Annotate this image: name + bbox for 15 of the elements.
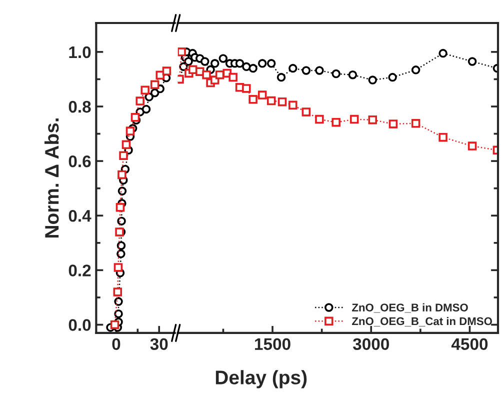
x-tick-label: 4500: [451, 338, 488, 350]
x-tick-label: 0: [112, 338, 120, 350]
x-tick-label: 3000: [352, 338, 389, 350]
y-tick-label: 0.6: [68, 155, 91, 168]
y-tick-label: 0.2: [68, 264, 91, 276]
y-tick-label: 0.0: [68, 319, 91, 331]
y-axis-title: Norm. Δ Abs.: [44, 118, 59, 238]
legend-label: ZnO_OEG_B_Cat in DMSO: [352, 316, 492, 326]
y-tick-label: 0.4: [68, 210, 92, 222]
legend-label: ZnO_OEG_B in DMSO: [352, 303, 468, 313]
x-tick-label: 30: [150, 338, 168, 350]
y-tick-label: 1.0: [69, 46, 91, 58]
x-tick-label: 1500: [255, 338, 290, 350]
x-axis-title: Delay (ps): [216, 370, 307, 388]
y-tick-label: 0.8: [68, 100, 91, 113]
